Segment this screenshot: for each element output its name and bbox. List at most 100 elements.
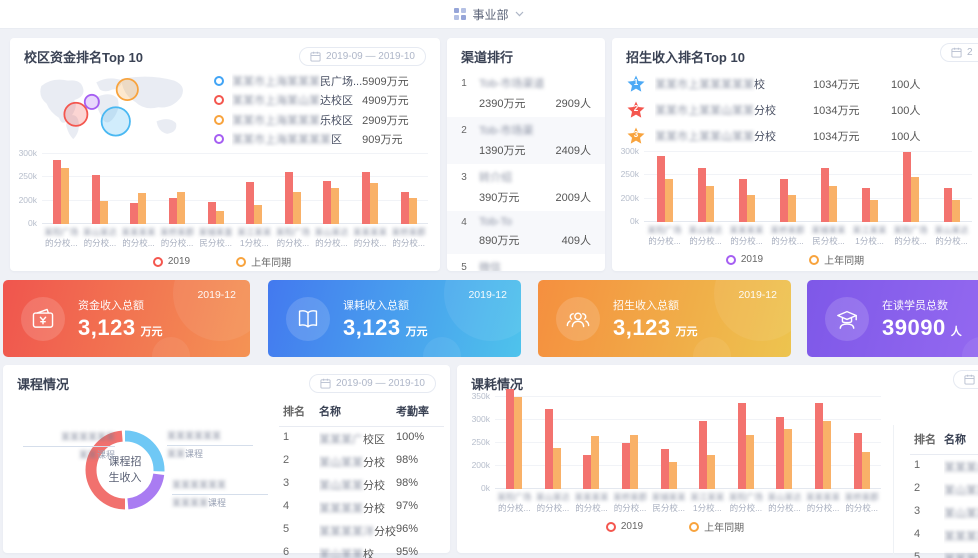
channel-row-header: 4 Tob-To (459, 216, 593, 228)
legend-item[interactable]: 上年同期 (809, 252, 864, 267)
blurred-text: 某山某达 (82, 227, 117, 237)
panel-channel-ranking: 渠道排行 1 Tob-市场渠道 2390万元 2909人 2 Tob-市场渠 1390万元 2… (447, 38, 605, 271)
x-label: 某铺某某 民分校... (649, 492, 688, 514)
legend-marker (689, 521, 700, 532)
blurred-text: Tob-市场渠道 (479, 78, 545, 90)
bar (697, 167, 706, 222)
blurred-text: 微信 (479, 262, 501, 271)
x-label-visible: 的分校... (160, 238, 194, 249)
x-label-visible: 的分校... (575, 503, 608, 514)
map-marker[interactable] (100, 106, 131, 137)
legend-item[interactable]: 2019 (152, 254, 190, 269)
donut-segment[interactable] (85, 430, 165, 510)
department-selector[interactable]: 事业部 (0, 0, 978, 29)
bar-groups (495, 388, 881, 489)
legend-marker (236, 256, 247, 267)
row-attendance: 96% (396, 523, 419, 535)
donut-center-label: 课程招 生收入 (81, 426, 169, 514)
campus-value: 2909万元 (362, 114, 409, 127)
y-tick-label: 350k (471, 391, 490, 401)
date-range-picker[interactable]: 2019-09 — 2019-10 (309, 373, 436, 393)
blurred-text: 某桥某郡 (613, 492, 648, 502)
stat-card-text: 招生收入总额 3,123 万元 (613, 297, 698, 341)
stat-card-unit: 万元 (140, 325, 163, 338)
bar (779, 178, 788, 222)
donut-segment[interactable] (85, 430, 165, 510)
bar (784, 429, 793, 489)
y-tick-label: 200k (471, 460, 490, 470)
bar (823, 420, 832, 489)
campus-name-visible: 校 (754, 79, 765, 91)
date-range-picker[interactable]: 2 (953, 370, 978, 389)
row-name: 某某某某伴 (944, 551, 978, 558)
channel-count: 2909人 (555, 98, 591, 110)
x-label-visible: 的分校... (730, 236, 763, 247)
blurred-text: 某某某某 (729, 225, 764, 235)
channel-row: 3 转介绍 390万元 2009人 (447, 164, 605, 211)
calendar-icon (964, 374, 975, 385)
blurred-text: 某某市上某某某某某 (655, 79, 754, 91)
channel-row-values: 390万元 2009人 (459, 185, 593, 205)
map-marker[interactable] (63, 101, 89, 127)
channel-row-values: 890万元 409人 (459, 228, 593, 248)
x-label-visible: 的分校... (935, 236, 968, 247)
row-attendance: 98% (396, 477, 419, 489)
y-tick-label: 0k (481, 483, 490, 493)
date-range-picker[interactable]: 2 (940, 43, 978, 62)
enrollment-ranking-item: 3 某某市上某某山某某分校 1034万元 100人 (626, 123, 978, 149)
bar-group (42, 154, 81, 224)
table-row: 3 某山某某分 (910, 501, 978, 524)
stat-card-label: 资金收入总额 (78, 299, 144, 312)
panel-campus-funds-ranking: 校区资金排名Top 10 2019-09 — 2019-10 (10, 38, 440, 271)
blurred-text: 某山某某 (944, 485, 978, 497)
blurred-text: 某阳广场 (728, 492, 763, 502)
channel-row-header: 2 Tob-市场渠 (459, 122, 593, 138)
bar (284, 172, 293, 224)
legend-item[interactable]: 上年同期 (236, 254, 291, 269)
legend-item[interactable]: 2019 (605, 519, 643, 534)
x-label-visible: 的分校... (83, 238, 117, 249)
x-label: 某某某某 的分校... (804, 492, 843, 514)
legend-item[interactable]: 上年同期 (689, 519, 744, 534)
stat-card-text: 在读学员总数 39090 人 (882, 297, 962, 341)
rank-ring-icon (214, 133, 224, 144)
map-marker[interactable] (83, 93, 100, 110)
y-axis: 0k 200k 250k 300k (16, 148, 42, 228)
x-label: 某桥某郡 的分校... (158, 227, 197, 249)
bar-group (842, 397, 881, 489)
gridline (42, 153, 428, 154)
enrollment-count: 100人 (891, 79, 921, 91)
x-label: 某江某某 1分校... (235, 227, 274, 249)
row-name-visible: 分校 (374, 526, 396, 538)
bar-group (804, 397, 843, 489)
gridline (495, 442, 881, 443)
x-label-visible: 的分校... (768, 503, 801, 514)
campus-value: 909万元 (362, 133, 403, 146)
bar (745, 434, 754, 489)
enrollment-amount: 1034万元 (813, 105, 860, 117)
bar (370, 182, 379, 224)
campus-ranking-item: 某某市上海某山某达校区 4909万元 (214, 92, 428, 108)
date-range-picker[interactable]: 2019-09 — 2019-10 (299, 46, 426, 66)
rank-ring-icon (214, 95, 224, 106)
row-rank: 4 (283, 500, 290, 512)
stat-card-label: 课耗收入总额 (343, 299, 409, 312)
blurred-text: 某铺某富 (198, 227, 233, 237)
channel-row: 4 Tob-To 890万元 409人 (447, 211, 605, 254)
channel-row-header: 3 转介绍 (459, 169, 593, 185)
x-label-visible: 的分校... (806, 503, 840, 514)
blurred-text: 某山某达 (767, 492, 802, 502)
map-marker[interactable] (115, 77, 139, 102)
donut-chart (85, 430, 165, 510)
y-tick-label: 250k (620, 169, 639, 180)
legend-item[interactable]: 2019 (725, 252, 763, 267)
campus-name: 某某市上海某某某某区 (232, 131, 362, 147)
campus-name-visible: 分校 (754, 131, 776, 143)
table-row: 3 某山某某分校 98% (279, 473, 444, 496)
channel-count: 2409人 (555, 145, 591, 157)
donut-label-line1: 某某某某某某 (23, 431, 115, 447)
course-income-donut: 课程招 生收入 某某某某某某 某某课程 某某某某某某 某某课程 某某某某某某 某某某某课程 (17, 397, 279, 547)
graduate-cap-icon (825, 296, 869, 341)
stat-card-date: 2019-12 (197, 289, 236, 301)
bar (91, 175, 100, 224)
